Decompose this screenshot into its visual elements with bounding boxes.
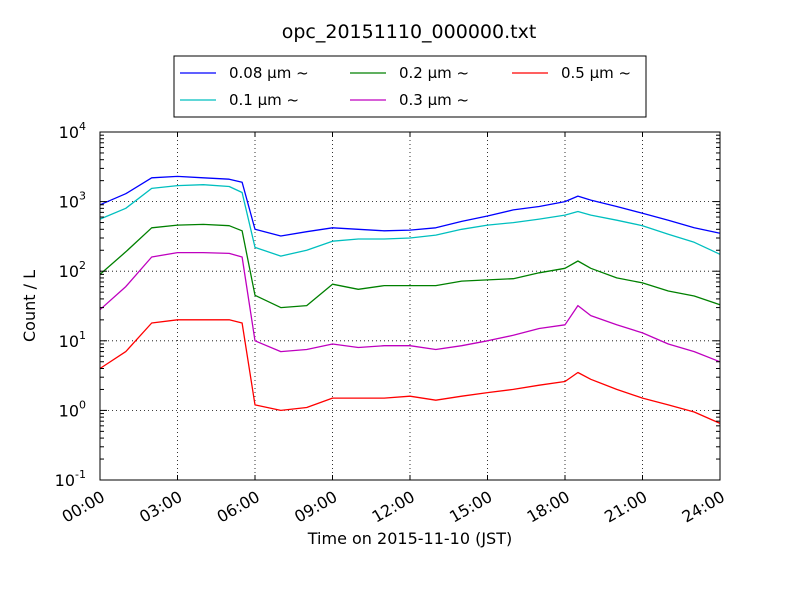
series-line-3 xyxy=(99,251,721,363)
legend-label-2: 0.2 μm ~ xyxy=(399,64,469,82)
plot-area xyxy=(100,132,720,480)
legend-label-1: 0.1 μm ~ xyxy=(229,91,299,109)
legend-box xyxy=(173,55,647,118)
series-line-4 xyxy=(99,319,721,424)
x-tick-label: 18:00 xyxy=(524,487,573,527)
y-tick-label: 10-1 xyxy=(55,468,86,490)
x-tick-label: 15:00 xyxy=(446,487,495,527)
y-tick-label: 104 xyxy=(59,120,86,142)
y-axis-label: Count / L xyxy=(20,270,39,342)
y-tick-label: 101 xyxy=(59,329,86,351)
chart-title: opc_20151110_000000.txt xyxy=(282,21,537,43)
legend-label-3: 0.3 μm ~ xyxy=(399,91,469,109)
x-tick-label: 24:00 xyxy=(679,487,728,527)
legend: 0.08 μm ~ 0.1 μm ~ 0.2 μm ~ 0.3 μm ~ 0.5 μm … xyxy=(173,55,647,118)
x-tick-label: 21:00 xyxy=(601,487,650,527)
series-line-1 xyxy=(99,184,721,257)
y-tick-label: 103 xyxy=(59,190,86,212)
x-tick-label: 00:00 xyxy=(59,487,108,527)
y-tick-label: 100 xyxy=(59,398,86,420)
series-line-0 xyxy=(99,175,721,237)
x-tick-label: 09:00 xyxy=(291,487,340,527)
x-tick-label: 06:00 xyxy=(214,487,263,527)
x-axis-label: Time on 2015-11-10 (JST) xyxy=(307,529,512,548)
x-tick-label: 12:00 xyxy=(369,487,418,527)
series-line-2 xyxy=(99,223,721,309)
y-tick-label: 102 xyxy=(59,259,86,281)
legend-label-0: 0.08 μm ~ xyxy=(229,64,309,82)
legend-label-4: 0.5 μm ~ xyxy=(561,64,631,82)
x-tick-label: 03:00 xyxy=(136,487,185,527)
